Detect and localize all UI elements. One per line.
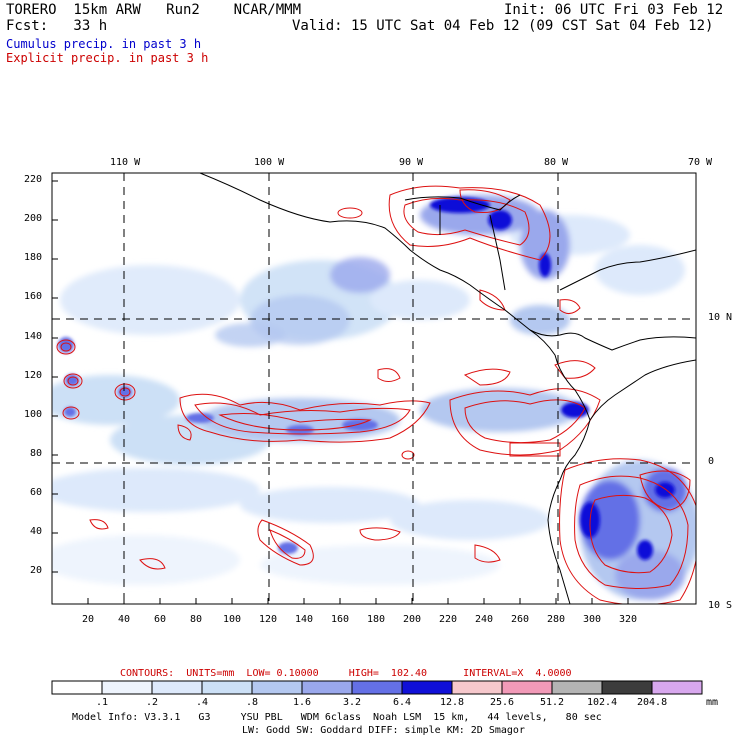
colorbar-level-label: .8 <box>246 697 259 708</box>
cumulus-precip-label: Cumulus precip. in past 3 h <box>6 37 202 51</box>
y-tick-label: 120 <box>24 370 43 381</box>
explicit-precip-label: Explicit precip. in past 3 h <box>6 51 209 65</box>
lon-label-70w: 70 W <box>688 157 713 168</box>
x-tick-label: 260 <box>511 614 530 625</box>
colorbar-swatch <box>551 680 603 695</box>
model-info: Model Info: V3.3.1 G3 YSU PBL WDM 6class… <box>72 712 602 723</box>
y-tick-label: 20 <box>30 565 43 576</box>
init-time: Init: 06 UTC Fri 03 Feb 12 <box>504 2 724 18</box>
x-tick-label: 300 <box>583 614 602 625</box>
colorbar-units: mm <box>706 697 719 708</box>
colorbar-swatch <box>301 680 353 695</box>
x-tick-label: 140 <box>295 614 314 625</box>
coastlines <box>199 173 696 604</box>
x-tick-label: 120 <box>259 614 278 625</box>
colorbar-level-label: 12.8 <box>440 697 465 708</box>
x-tick-label: 240 <box>475 614 494 625</box>
x-tick-label: 200 <box>403 614 422 625</box>
colorbar-level-label: 6.4 <box>393 697 412 708</box>
lat-label-0: 0 <box>708 456 715 467</box>
colorbar-swatch <box>501 680 553 695</box>
colorbar-swatch <box>451 680 503 695</box>
explicit-contours <box>56 185 696 604</box>
physics-info: LW: Godd SW: Goddard DIFF: simple KM: 2D… <box>242 725 525 736</box>
model-title: TORERO 15km ARW Run2 NCAR/MMM <box>6 2 302 18</box>
x-tick-label: 220 <box>439 614 458 625</box>
colorbar-swatch <box>601 680 653 695</box>
x-tick-label: 320 <box>619 614 638 625</box>
x-tick-label: 40 <box>118 614 131 625</box>
y-tick-label: 80 <box>30 448 43 459</box>
x-tick-label: 100 <box>223 614 242 625</box>
y-tick-label: 40 <box>30 526 43 537</box>
colorbar-swatch <box>151 680 203 695</box>
x-tick-label: 80 <box>190 614 203 625</box>
colorbar-swatch <box>401 680 453 695</box>
contour-info: CONTOURS: UNITS=mm LOW= 0.10000 HIGH= 10… <box>120 668 572 679</box>
x-tick-label: 280 <box>547 614 566 625</box>
x-tick-label: 160 <box>331 614 350 625</box>
colorbar-level-label: 102.4 <box>587 697 618 708</box>
y-tick-label: 100 <box>24 409 43 420</box>
colorbar-swatch <box>351 680 403 695</box>
y-tick-label: 200 <box>24 213 43 224</box>
graticule <box>52 173 696 604</box>
colorbar-level-label: 204.8 <box>637 697 668 708</box>
colorbar-level-label: .4 <box>196 697 209 708</box>
y-tick-label: 160 <box>24 291 43 302</box>
x-tick-label: 20 <box>82 614 95 625</box>
colorbar-swatch <box>101 680 153 695</box>
colorbar-level-label: 3.2 <box>343 697 362 708</box>
y-tick-label: 60 <box>30 487 43 498</box>
precip-fields <box>52 173 696 604</box>
x-axis-ticks <box>87 598 629 604</box>
valid-time: Valid: 15 UTC Sat 04 Feb 12 (09 CST Sat … <box>292 18 714 34</box>
map-frame <box>51 172 697 605</box>
colorbar <box>51 680 703 695</box>
y-axis-ticks <box>52 180 58 573</box>
lon-label-90w: 90 W <box>399 157 424 168</box>
colorbar-swatch <box>251 680 303 695</box>
colorbar-level-label: 51.2 <box>540 697 565 708</box>
forecast-hour: Fcst: 33 h <box>6 18 108 34</box>
y-tick-label: 140 <box>24 331 43 342</box>
lon-label-100w: 100 W <box>254 157 285 168</box>
x-tick-label: 180 <box>367 614 386 625</box>
lon-label-80w: 80 W <box>544 157 569 168</box>
lon-label-110w: 110 W <box>110 157 141 168</box>
colorbar-level-label: 25.6 <box>490 697 515 708</box>
colorbar-swatch <box>201 680 253 695</box>
lat-label-10s: 10 S <box>708 600 733 611</box>
y-tick-label: 180 <box>24 252 43 263</box>
x-tick-label: 60 <box>154 614 167 625</box>
colorbar-level-label: .1 <box>96 697 109 708</box>
lat-label-10n: 10 N <box>708 312 733 323</box>
colorbar-level-label: .2 <box>146 697 159 708</box>
colorbar-level-label: 1.6 <box>293 697 312 708</box>
colorbar-swatch <box>651 680 703 695</box>
y-tick-label: 220 <box>24 174 43 185</box>
colorbar-swatch <box>51 680 103 695</box>
